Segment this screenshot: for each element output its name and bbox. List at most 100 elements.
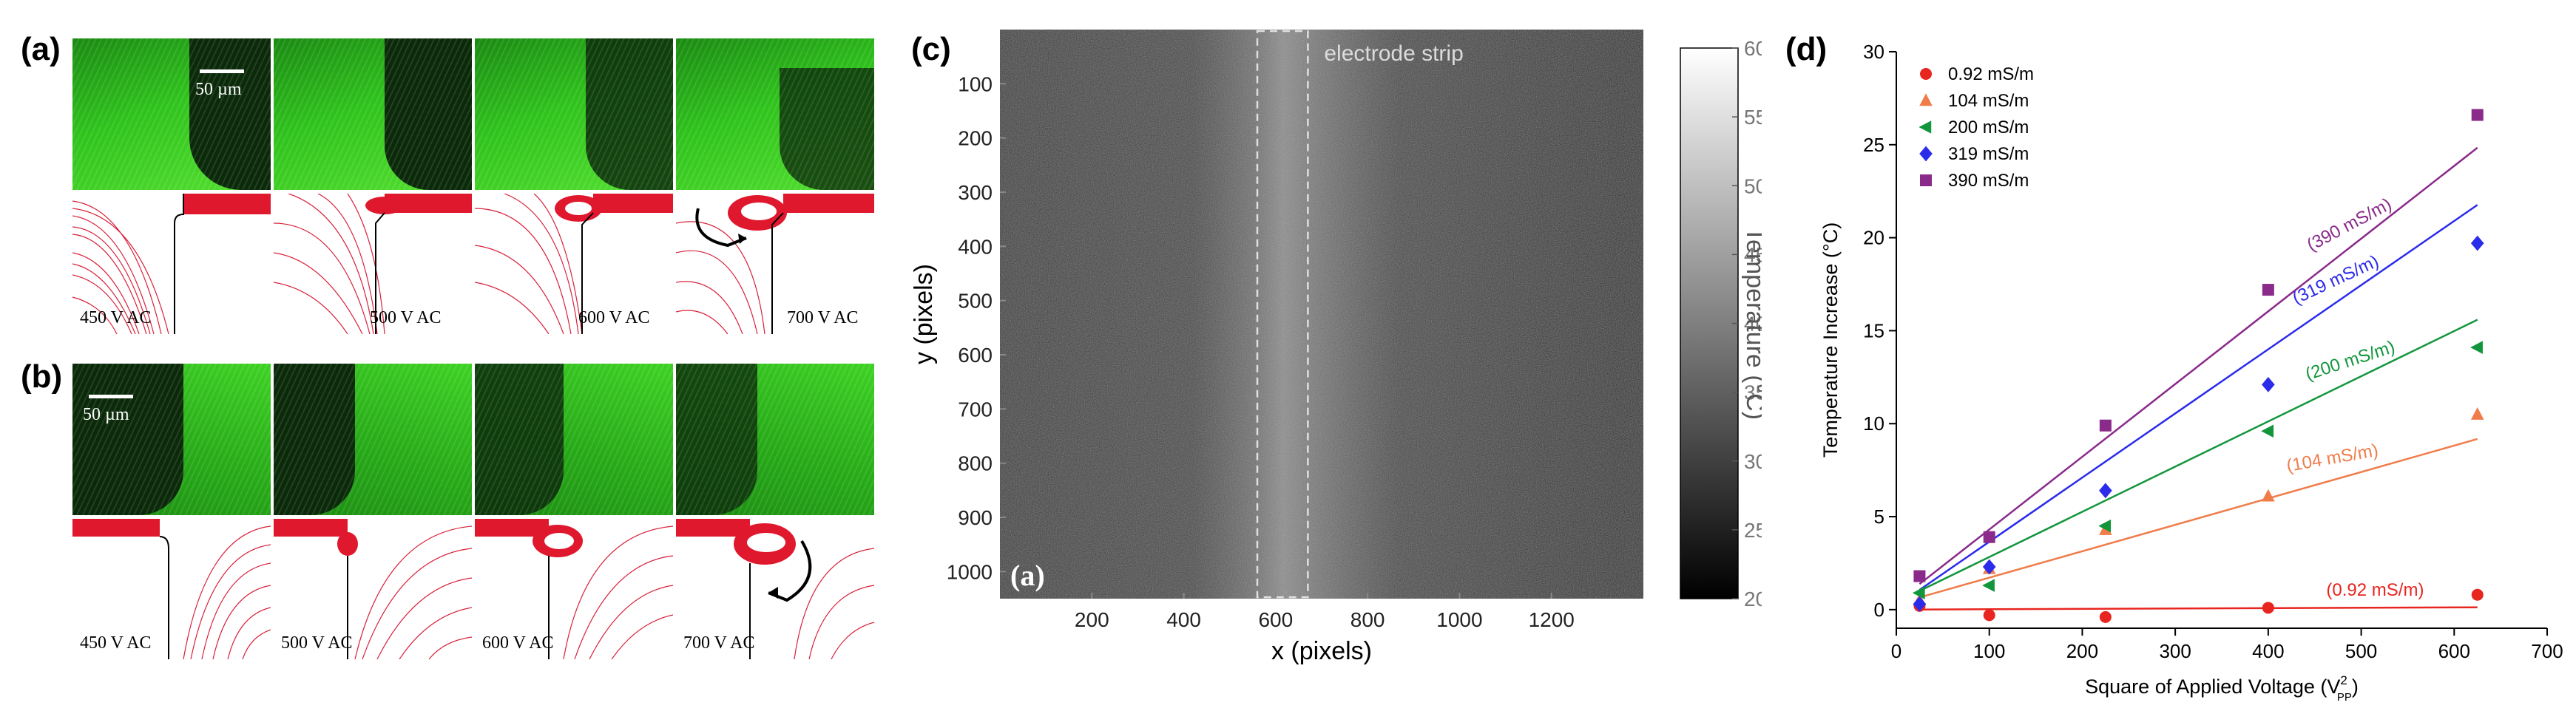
- data-point: [2262, 376, 2275, 392]
- heatmap-x-tick-label: 400: [1166, 608, 1201, 631]
- voltage-caption-b3: 600 V AC: [482, 633, 554, 653]
- electrode-strip-label: electrode strip: [1324, 41, 1463, 66]
- chart-y-tick-label: 30: [1863, 41, 1884, 63]
- heatmap-x-tick-label: 1000: [1436, 608, 1482, 631]
- field-lines-a1: [72, 194, 271, 334]
- chart-x-tick-label: 400: [2252, 640, 2284, 662]
- data-point: [2470, 407, 2484, 420]
- data-point: [2262, 489, 2275, 502]
- heatmap-y-tick-label: 100: [958, 72, 993, 95]
- chart-x-tick-label: 500: [2345, 640, 2377, 662]
- colorbar-tick-label: 20: [1744, 588, 1762, 610]
- panel-c: electrode strip (a) 200 400 600 800 1000 1200…: [910, 22, 1769, 702]
- scale-bar-b: [89, 395, 133, 398]
- legend-marker: [1919, 120, 1932, 134]
- chart-y-tick-label: 15: [1863, 319, 1884, 341]
- data-point: [2099, 419, 2112, 432]
- heatmap-y-tick-label: 800: [958, 452, 993, 475]
- fluorescence-image-a3: [475, 38, 673, 190]
- heatmap-x-tick-label: 1200: [1529, 608, 1575, 631]
- colorbar-tick-label: 30: [1744, 450, 1762, 473]
- field-simulation-a3: 600 V AC: [475, 194, 673, 334]
- data-point: [2099, 483, 2112, 499]
- fit-line-label: (200 mS/m): [2303, 337, 2398, 384]
- chart-y-axis-label: Temperature Increase (°C): [1819, 222, 1842, 457]
- colorbar-tick-label: 60: [1744, 37, 1762, 60]
- data-point: [2471, 588, 2484, 601]
- voltage-caption-a3: 600 V AC: [578, 308, 650, 327]
- panel-label-a: (a): [21, 31, 61, 67]
- data-point: [1983, 531, 1995, 543]
- legend-label: 319 mS/m: [1948, 144, 2029, 164]
- fit-line-label: (390 mS/m): [2304, 194, 2395, 256]
- field-simulation-a1: 450 V AC: [72, 194, 271, 334]
- chart-y-tick-label: 0: [1874, 599, 1884, 621]
- vortex-arrow-a: [695, 208, 747, 248]
- fit-line: [1919, 146, 2478, 585]
- panel-label-b: (b): [21, 358, 63, 395]
- fluorescence-image-b1: 50 µm: [72, 364, 271, 515]
- chart-x-tick-label: 0: [1891, 640, 1901, 662]
- legend-marker: [1919, 93, 1933, 106]
- heatmap-inset-label: (a): [1010, 559, 1045, 592]
- fit-line: [1919, 204, 2478, 591]
- chart-x-tick-label: 600: [2438, 640, 2470, 662]
- voltage-caption-b4: 700 V AC: [683, 633, 755, 653]
- heatmap-y-tick-label: 900: [958, 506, 993, 529]
- chart-x-tick-label: 700: [2531, 640, 2563, 662]
- data-point: [2470, 235, 2484, 251]
- field-simulation-b1: 450 V AC: [72, 519, 271, 659]
- scale-bar-a-label: 50 µm: [195, 80, 242, 99]
- data-point: [2470, 341, 2483, 354]
- data-point: [2261, 424, 2274, 438]
- panel-label-d: (d): [1785, 31, 1828, 67]
- data-point: [2471, 109, 2484, 121]
- heatmap-y-tick-label: 400: [958, 235, 993, 258]
- legend-label: 390 mS/m: [1948, 171, 2029, 191]
- fit-line: [1919, 438, 2478, 599]
- heatmap-x-tick-label: 600: [1258, 608, 1293, 631]
- fluorescence-image-b2: [274, 364, 472, 515]
- heatmap-x-tick-label: 200: [1075, 608, 1109, 631]
- fluorescence-image-a4: [676, 38, 874, 190]
- scale-bar-a: [200, 69, 244, 73]
- colorbar-tick-label: 25: [1744, 519, 1762, 542]
- heatmap-y-tick-label: 1000: [947, 560, 993, 583]
- temperature-heatmap: electrode strip (a) 200 400 600 800 1000 1200…: [910, 30, 1769, 665]
- data-point: [1912, 586, 1925, 599]
- data-point: [1983, 609, 1995, 622]
- chart-y-tick-label: 25: [1863, 134, 1884, 156]
- field-simulation-b3: 600 V AC: [475, 519, 673, 659]
- colorbar-tick-label: 50: [1744, 174, 1762, 197]
- fluorescence-image-a1: 50 µm: [72, 38, 271, 190]
- fluorescence-image-a2: [274, 38, 472, 190]
- chart-y-tick-label: 5: [1874, 506, 1884, 528]
- chart-x-tick-label: 200: [2066, 640, 2098, 662]
- chart-x-axis-label: Square of Applied Voltage (V2 PP): [2085, 673, 2359, 704]
- panel-d: 0 100 200 300 400 500 600 700 0 5 10 15 20 25 30 (0.92…: [1785, 22, 2569, 706]
- legend-label: 0.92 mS/m: [1948, 64, 2034, 84]
- data-point: [2262, 602, 2274, 614]
- fit-line: [1919, 319, 2478, 592]
- data-point: [1913, 570, 1926, 582]
- legend-label: 200 mS/m: [1948, 118, 2029, 137]
- voltage-caption-a1: 450 V AC: [80, 308, 152, 327]
- field-simulation-a2: 500 V AC: [274, 194, 472, 334]
- colorbar-tick-label: 55: [1744, 106, 1762, 129]
- heatmap-image: [1000, 30, 1643, 599]
- heatmap-x-tick-label: 800: [1350, 608, 1385, 631]
- heatmap-y-tick-label: 600: [958, 344, 993, 367]
- panel-label-c: (c): [911, 31, 951, 67]
- legend-marker: [1919, 146, 1933, 162]
- heatmap-y-tick-label: 300: [958, 181, 993, 204]
- chart-x-tick-label: 300: [2159, 640, 2191, 662]
- fluorescence-image-b4: [676, 364, 874, 515]
- scale-bar-b-label: 50 µm: [83, 405, 129, 424]
- heatmap-y-tick-label: 500: [958, 290, 993, 313]
- field-simulation-b4: 700 V AC: [676, 519, 874, 659]
- fit-line: [1919, 606, 2478, 610]
- field-simulation-a4: 700 V AC: [676, 194, 874, 334]
- heatmap-y-tick-label: 200: [958, 127, 993, 150]
- colorbar: [1680, 47, 1739, 599]
- data-point: [2098, 519, 2112, 533]
